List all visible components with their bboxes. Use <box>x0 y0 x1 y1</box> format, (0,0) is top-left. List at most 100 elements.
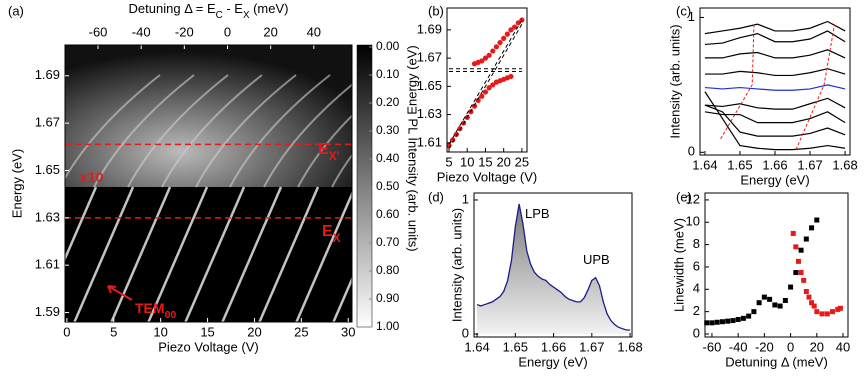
x-tick-label: 10 <box>153 324 167 339</box>
spectrum <box>704 97 846 110</box>
streak <box>65 74 161 181</box>
streak <box>184 186 246 322</box>
y-axis-title: Intensity (arb. units) <box>667 24 682 138</box>
colorbar-tick-label: 0.70 <box>376 235 400 249</box>
streak <box>93 74 195 188</box>
y-tick-label: 0 <box>462 325 469 340</box>
point <box>501 35 507 41</box>
spectrum <box>476 203 631 331</box>
y-tick-label: 1.69 <box>417 21 442 36</box>
x2-axis-title-part: Detuning Δ = E <box>129 1 216 16</box>
annotation-part: TEM <box>135 300 165 316</box>
y-axis-title: Energy (eV) <box>9 149 24 218</box>
streak <box>195 74 297 188</box>
point <box>490 48 496 54</box>
point <box>508 73 514 80</box>
x2-axis-title: Detuning Δ = EC - EX (meV) <box>129 1 289 21</box>
spectrum <box>704 84 846 91</box>
point <box>515 20 521 26</box>
panel-label: (d) <box>428 189 444 204</box>
y-tick-label: 10 <box>686 214 700 229</box>
colorbar-tick-label: 1.00 <box>376 319 400 333</box>
point <box>772 302 778 308</box>
streak <box>295 190 352 322</box>
x-axis-title: Piezo Voltage (V) <box>158 339 258 354</box>
point <box>504 31 510 37</box>
point <box>835 306 841 312</box>
x2-tick-label: 0 <box>224 24 231 39</box>
streak <box>161 74 263 188</box>
panel-label: (b) <box>428 3 444 18</box>
x-tick-label: 0 <box>63 324 70 339</box>
x2-axis-title-part: (meV) <box>249 1 288 16</box>
point <box>709 320 715 326</box>
x-tick-label: 5 <box>445 154 452 169</box>
annotation: TEM00 <box>135 300 176 321</box>
guide-line <box>795 24 836 150</box>
spectrum <box>704 111 846 124</box>
plot-frame <box>446 7 528 153</box>
x-tick-label: -60 <box>703 339 722 354</box>
point <box>767 296 773 302</box>
y-tick-label: 1.63 <box>417 106 442 121</box>
x-tick-label: 20 <box>247 324 261 339</box>
x2-tick-label: -40 <box>132 24 151 39</box>
y-axis-title: Intensity (arb. units) <box>449 208 464 322</box>
point <box>801 277 807 283</box>
point <box>746 313 752 319</box>
x-tick-label: 1.64 <box>464 339 489 354</box>
x2-tick-label: 40 <box>307 24 321 39</box>
plot-frame <box>473 192 633 338</box>
colorbar-tick-label: 0.20 <box>376 95 400 109</box>
x2-tick-label: -20 <box>175 24 194 39</box>
point <box>830 309 836 315</box>
x2-tick-label: 20 <box>263 24 277 39</box>
point <box>803 236 809 242</box>
streak <box>263 83 352 188</box>
annotation: x10 <box>80 169 104 185</box>
annotation-part: X <box>333 231 341 245</box>
point <box>793 244 799 250</box>
colorbar <box>356 44 373 328</box>
peak-label-part: UPB <box>583 252 610 267</box>
point <box>782 297 788 303</box>
point <box>811 303 817 309</box>
spectrum <box>704 68 846 77</box>
point <box>482 89 489 95</box>
y-tick-label: 1.65 <box>35 162 60 177</box>
y-tick-label: 1.69 <box>35 67 60 82</box>
x-tick-label: -20 <box>755 339 774 354</box>
annotation-part: E <box>322 223 333 240</box>
point <box>475 97 481 104</box>
annotation-part: x10 <box>80 169 104 185</box>
point <box>719 319 725 325</box>
peak-label-part: LPB <box>525 206 550 221</box>
point <box>809 300 815 306</box>
point <box>512 24 518 30</box>
point <box>751 309 757 315</box>
x-axis-title: Piezo Voltage (V) <box>437 169 537 184</box>
x2-axis-title-part: X <box>243 10 250 21</box>
point <box>837 305 843 311</box>
y-tick-label: 1.61 <box>417 134 442 149</box>
point <box>735 316 741 322</box>
point <box>795 258 801 264</box>
area-fill <box>477 203 631 335</box>
streak <box>73 186 135 322</box>
streak <box>331 153 352 188</box>
point <box>486 85 492 91</box>
colorbar-tick-label: 0.60 <box>376 207 400 221</box>
streak <box>229 74 331 188</box>
x-tick-label: 20 <box>496 154 510 169</box>
x-tick-label: 0 <box>787 339 794 354</box>
plot-frame <box>64 44 353 323</box>
streak <box>332 276 352 322</box>
guide-line <box>720 24 755 140</box>
x-tick-label: 25 <box>515 154 529 169</box>
colorbar-tick-label: 0.00 <box>376 39 400 53</box>
streak <box>297 114 352 188</box>
point <box>519 17 525 23</box>
colorbar-tick-label: 0.40 <box>376 151 400 165</box>
